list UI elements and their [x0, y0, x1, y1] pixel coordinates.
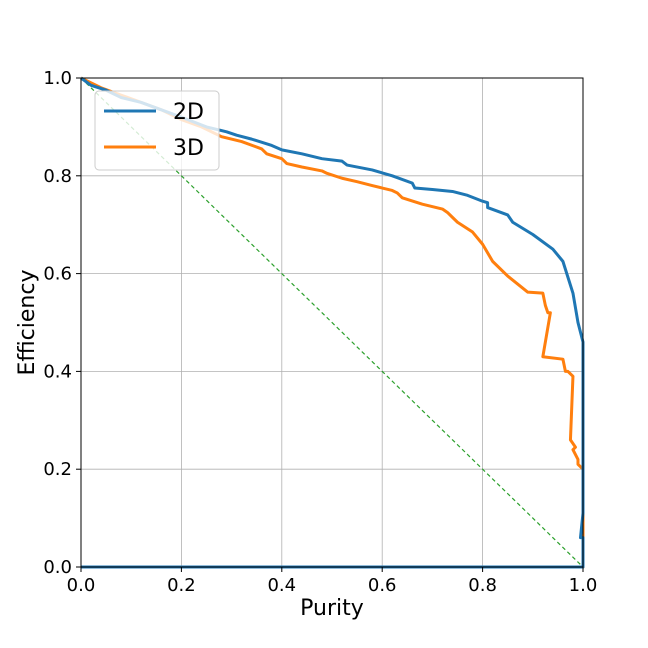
x-tick-label: 0.2 — [167, 575, 196, 596]
series-line-3d — [80, 76, 585, 569]
legend: 2D 3D — [94, 90, 220, 171]
diagonal-reference-line — [80, 77, 584, 568]
y-tick-label: 0.6 — [43, 264, 72, 285]
y-tick-label: 1.0 — [43, 68, 72, 89]
y-axis-title: Efficiency — [15, 270, 40, 376]
x-tick-label: 0.6 — [368, 575, 397, 596]
legend-label-2d: 2D — [173, 100, 204, 125]
x-axis-title: Purity — [300, 596, 364, 621]
y-tick-label: 0.8 — [43, 166, 72, 187]
x-tick-label: 0.4 — [267, 575, 296, 596]
plot-frame — [80, 77, 584, 568]
ticks — [76, 77, 584, 572]
x-tick-label: 0.8 — [468, 575, 497, 596]
tick-labels: 0.0 0.2 0.4 0.6 0.8 1.0 0.0 0.2 0.4 0.6 0.8 1.0 — [43, 68, 597, 596]
legend-label-3d: 3D — [173, 136, 204, 161]
y-tick-label: 0.4 — [43, 361, 72, 382]
x-tick-label: 1.0 — [569, 575, 598, 596]
y-tick-label: 0.0 — [43, 557, 72, 578]
y-tick-label: 0.2 — [43, 459, 72, 480]
x-tick-label: 0.0 — [67, 575, 96, 596]
